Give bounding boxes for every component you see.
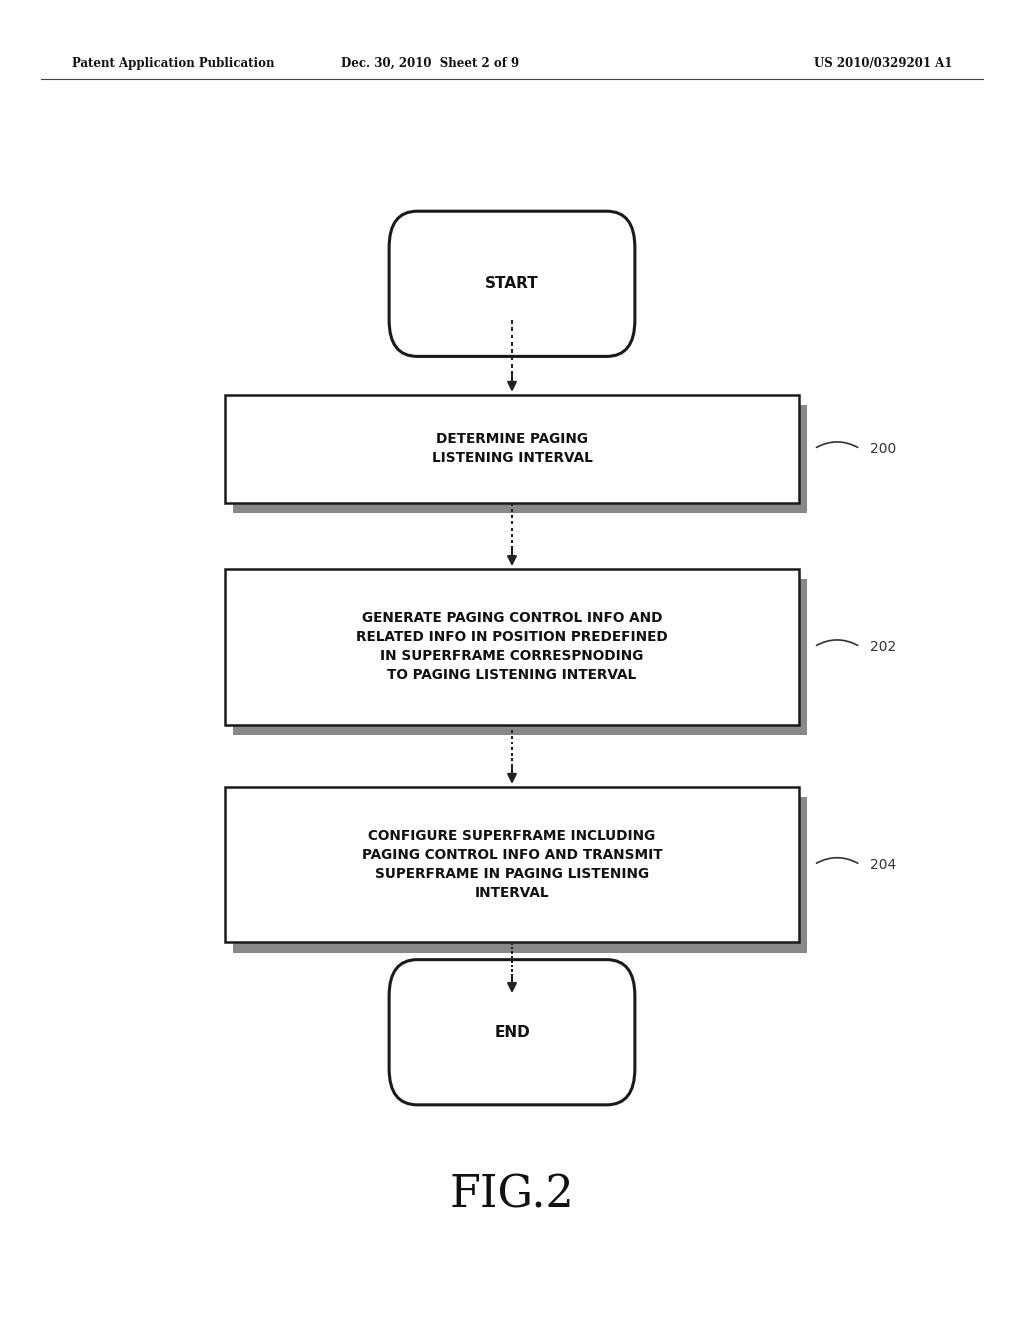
Bar xyxy=(233,405,807,513)
Bar xyxy=(233,579,807,735)
Text: US 2010/0329201 A1: US 2010/0329201 A1 xyxy=(814,57,952,70)
FancyBboxPatch shape xyxy=(389,211,635,356)
Text: GENERATE PAGING CONTROL INFO AND
RELATED INFO IN POSITION PREDEFINED
IN SUPERFRA: GENERATE PAGING CONTROL INFO AND RELATED… xyxy=(356,611,668,682)
Text: Patent Application Publication: Patent Application Publication xyxy=(72,57,274,70)
Bar xyxy=(225,787,799,942)
Bar xyxy=(225,395,799,503)
FancyBboxPatch shape xyxy=(389,960,635,1105)
Text: END: END xyxy=(495,1024,529,1040)
Text: DETERMINE PAGING
LISTENING INTERVAL: DETERMINE PAGING LISTENING INTERVAL xyxy=(432,433,592,465)
Text: 204: 204 xyxy=(870,858,897,871)
Text: 200: 200 xyxy=(870,442,897,455)
Bar xyxy=(233,797,807,953)
Text: CONFIGURE SUPERFRAME INCLUDING
PAGING CONTROL INFO AND TRANSMIT
SUPERFRAME IN PA: CONFIGURE SUPERFRAME INCLUDING PAGING CO… xyxy=(361,829,663,900)
Text: FIG.2: FIG.2 xyxy=(450,1173,574,1216)
Text: START: START xyxy=(485,276,539,292)
Text: Dec. 30, 2010  Sheet 2 of 9: Dec. 30, 2010 Sheet 2 of 9 xyxy=(341,57,519,70)
Bar xyxy=(225,569,799,725)
Text: 202: 202 xyxy=(870,640,897,653)
